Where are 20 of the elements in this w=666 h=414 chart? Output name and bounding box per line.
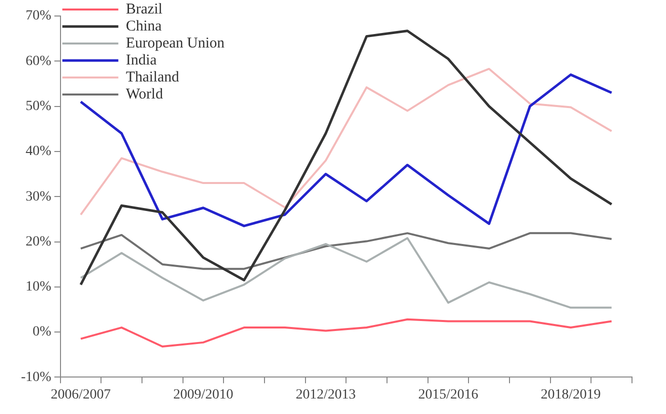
y-tick-label: 20% bbox=[26, 234, 52, 250]
legend-label: India bbox=[126, 52, 157, 68]
legend-label: World bbox=[126, 86, 164, 102]
legend-label: European Union bbox=[126, 35, 226, 52]
y-tick-label: 70% bbox=[26, 8, 52, 24]
y-tick-label: 40% bbox=[26, 144, 52, 160]
legend-label: Thailand bbox=[126, 69, 180, 86]
x-tick-label: 2006/2007 bbox=[50, 387, 111, 402]
y-tick-label: 10% bbox=[26, 280, 52, 295]
y-tick-label: -10% bbox=[20, 370, 52, 385]
y-tick-label: 60% bbox=[26, 54, 52, 69]
legend-label: China bbox=[126, 18, 162, 34]
legend-label: Brazil bbox=[126, 1, 162, 18]
x-tick-label: 2015/2016 bbox=[418, 387, 478, 402]
x-tick-label: 2018/2019 bbox=[540, 387, 601, 402]
y-tick-label: 30% bbox=[26, 189, 52, 204]
y-tick-label: 0% bbox=[32, 324, 52, 340]
x-tick-label: 2009/2010 bbox=[173, 387, 234, 402]
y-tick-label: 50% bbox=[26, 98, 52, 114]
x-tick-label: 2012/2013 bbox=[296, 387, 356, 402]
